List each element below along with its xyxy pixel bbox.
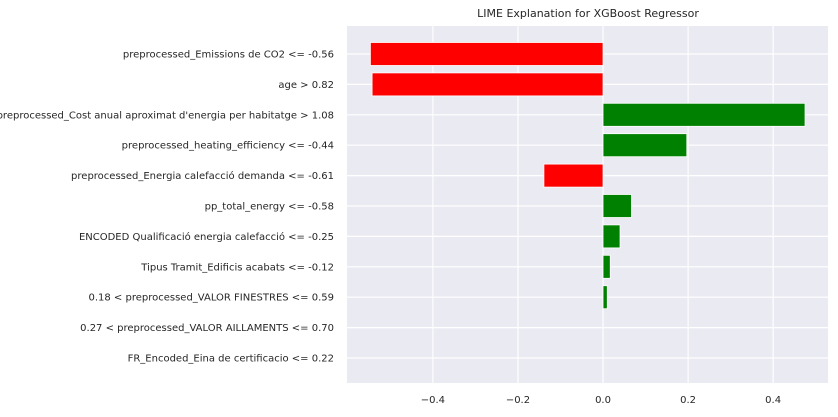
x-tick-label: 0.4 xyxy=(765,395,781,406)
chart-title: LIME Explanation for XGBoost Regressor xyxy=(477,7,699,20)
bar xyxy=(369,42,604,66)
x-tick-label: 0.2 xyxy=(680,395,696,406)
bar xyxy=(602,133,688,158)
y-tick-label: Tipus Tramit_Edificis acabats <= -0.12 xyxy=(140,262,334,273)
bar xyxy=(371,72,604,97)
bar xyxy=(602,254,611,279)
y-tick-label: preprocessed_Cost anual aproximat d'ener… xyxy=(0,110,334,121)
x-tick-label: 0.0 xyxy=(595,395,611,406)
bar xyxy=(602,102,806,127)
x-tick-label: −0.2 xyxy=(506,395,530,406)
y-tick-label: preprocessed_heating_efficiency <= -0.44 xyxy=(122,141,334,152)
y-tick-label: pp_total_energy <= -0.58 xyxy=(205,202,334,213)
y-tick-label: ENCODED Qualificació energia calefacció … xyxy=(79,231,334,243)
bar xyxy=(543,163,604,188)
bar xyxy=(602,285,608,310)
bar xyxy=(602,194,632,218)
bar xyxy=(602,224,621,249)
y-tick-label: preprocessed_Emissions de CO2 <= -0.56 xyxy=(123,50,334,61)
y-tick-label: age > 0.82 xyxy=(278,80,334,91)
y-tick-label: FR_Encoded_Eina de certificacio <= 0.22 xyxy=(128,354,334,365)
y-tick-label: 0.18 < preprocessed_VALOR FINESTRES <= 0… xyxy=(88,293,334,304)
x-tick-label: −0.4 xyxy=(421,395,445,406)
y-tick-label: 0.27 < preprocessed_VALOR AILLAMENTS <= … xyxy=(80,323,334,334)
y-tick-label: preprocessed_Energia calefacció demanda … xyxy=(71,170,334,182)
